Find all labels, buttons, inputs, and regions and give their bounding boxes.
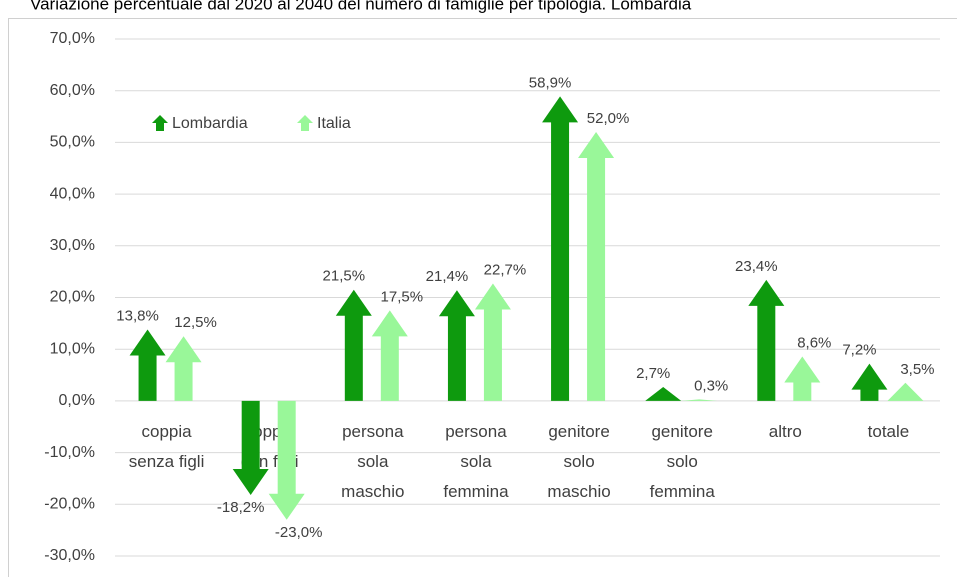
x-tick-label: altro xyxy=(769,422,802,441)
arrow-bar xyxy=(438,290,475,401)
arrow-bar xyxy=(371,310,408,401)
y-tick-label: 70,0% xyxy=(50,30,95,47)
x-tick-label: coppia senza figli xyxy=(129,422,205,471)
arrow-bar xyxy=(851,363,888,401)
value-label: 58,9% xyxy=(529,74,572,91)
y-tick-label: 50,0% xyxy=(50,134,95,151)
value-label: 22,7% xyxy=(484,262,527,279)
arrow-bar xyxy=(335,289,372,401)
arrow-bar xyxy=(542,96,579,401)
arrow-bar xyxy=(887,382,924,401)
value-label: 8,6% xyxy=(797,334,831,351)
y-tick-label: -10,0% xyxy=(44,444,95,461)
value-label: 21,5% xyxy=(323,268,366,285)
chart-border xyxy=(8,18,957,577)
value-label: 0,3% xyxy=(694,377,728,394)
arrow-bar xyxy=(578,132,615,401)
value-label: 23,4% xyxy=(735,258,778,275)
y-tick-label: -20,0% xyxy=(44,496,95,513)
arrow-bar xyxy=(268,400,305,520)
y-tick-label: 30,0% xyxy=(50,237,95,254)
arrow-bar xyxy=(474,283,511,401)
arrow-bar xyxy=(129,329,166,401)
arrow-bar xyxy=(165,336,202,401)
arrow-bar xyxy=(681,399,718,401)
value-label: 3,5% xyxy=(900,361,934,378)
value-label: 52,0% xyxy=(587,110,630,127)
x-tick-label: persona sola femmina xyxy=(443,422,509,501)
y-tick-label: 60,0% xyxy=(50,82,95,99)
x-tick-label: genitore solo maschio xyxy=(547,422,610,501)
y-tick-label: 0,0% xyxy=(59,392,95,409)
value-label: -23,0% xyxy=(275,524,323,541)
x-tick-label: persona sola maschio xyxy=(341,422,404,501)
value-label: 2,7% xyxy=(636,365,670,382)
legend-swatch xyxy=(152,115,168,131)
legend-swatch xyxy=(297,115,313,131)
value-label: 21,4% xyxy=(426,268,469,285)
y-tick-label: 40,0% xyxy=(50,185,95,202)
legend-label: Italia xyxy=(317,115,351,132)
x-tick-label: genitore solo femmina xyxy=(650,422,716,501)
value-label: 17,5% xyxy=(381,288,424,305)
arrow-bar xyxy=(232,400,269,495)
y-tick-label: 10,0% xyxy=(50,340,95,357)
arrow-bar xyxy=(748,279,785,401)
y-tick-label: -30,0% xyxy=(44,547,95,564)
y-tick-label: 20,0% xyxy=(50,289,95,306)
arrow-bar xyxy=(645,386,682,401)
arrow-bar xyxy=(784,356,821,401)
legend-label: Lombardia xyxy=(172,115,248,132)
x-tick-label: totale xyxy=(868,422,910,441)
value-label: 7,2% xyxy=(842,342,876,359)
value-label: -18,2% xyxy=(217,499,265,516)
value-label: 13,8% xyxy=(116,308,159,325)
value-label: 12,5% xyxy=(174,314,217,331)
chart-title: Variazione percentuale dal 2020 al 2040 … xyxy=(30,0,692,13)
